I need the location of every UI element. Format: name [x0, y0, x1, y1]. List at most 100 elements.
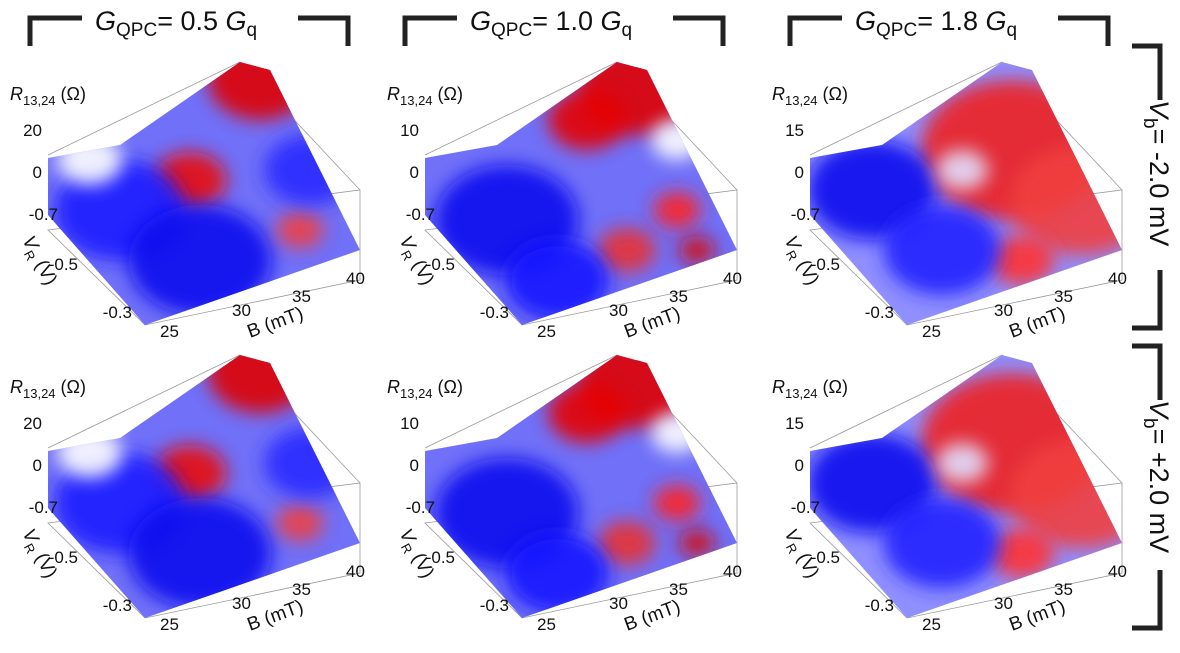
- unit: (Ω): [433, 84, 463, 104]
- y-tick-label: -0.5: [811, 548, 840, 567]
- symbol: V: [1144, 100, 1174, 121]
- subscript: 13,24: [785, 93, 818, 108]
- y-tick-label: -0.3: [865, 596, 894, 615]
- y-tick-label: -0.3: [480, 596, 509, 615]
- surface-blob: [810, 433, 937, 533]
- y-tick-label: -0.3: [480, 303, 509, 322]
- subscript: QPC: [876, 20, 917, 41]
- x-tick-label: 30: [994, 301, 1013, 320]
- row-label: Vb= +2.0 mV: [1139, 400, 1174, 553]
- unit: (Ω): [818, 84, 848, 104]
- x-tick-label: 35: [669, 287, 688, 306]
- surface-blob: [548, 90, 626, 150]
- x-tick-label: 40: [723, 562, 742, 581]
- surface-blob: [883, 498, 1001, 588]
- y-tick-label: -0.5: [49, 548, 78, 567]
- x-axis-label: B (mT): [622, 303, 684, 343]
- column-header: GQPC= 1.0 Gq: [470, 6, 632, 41]
- surface-blob: [936, 443, 988, 483]
- surface-blob: [598, 228, 656, 272]
- z-tick-label: 0: [410, 163, 419, 182]
- surface-blob: [264, 428, 356, 498]
- surface-blob: [505, 533, 609, 613]
- surface: [48, 62, 360, 325]
- y-tick-label: -0.7: [406, 205, 435, 224]
- subscript: q: [622, 20, 633, 41]
- x-tick-label: 30: [609, 301, 628, 320]
- z-axis-label: R13,24 (Ω): [772, 84, 848, 108]
- surface-blob: [208, 62, 312, 120]
- surface-blob: [883, 205, 1001, 295]
- x-tick-label: 25: [160, 615, 179, 634]
- column-header: GQPC= 1.8 Gq: [855, 6, 1017, 41]
- surface-blob: [128, 498, 272, 608]
- value: = 1.0: [532, 6, 600, 36]
- subscript: QPC: [116, 20, 157, 41]
- z-tick-label: 0: [410, 456, 419, 475]
- x-tick-label: 35: [292, 580, 311, 599]
- x-tick-label: 40: [346, 269, 365, 288]
- symbol: R: [387, 377, 400, 397]
- symbol: R: [10, 377, 23, 397]
- y-tick-label: -0.7: [791, 205, 820, 224]
- z-tick-label: 10: [400, 414, 419, 433]
- bracket: [27, 15, 351, 46]
- subscript: b: [1139, 118, 1160, 129]
- surface-blob: [989, 528, 1055, 578]
- bracket: [787, 15, 1111, 46]
- symbol: R: [772, 84, 785, 104]
- surface: [810, 355, 1122, 618]
- z-tick-label: 20: [23, 414, 42, 433]
- unit: (Ω): [56, 84, 86, 104]
- surface-blob: [936, 150, 988, 190]
- z-tick-label: 0: [795, 163, 804, 182]
- z-tick-label: 10: [400, 121, 419, 140]
- subscript: 13,24: [400, 93, 433, 108]
- surface-blob: [678, 529, 716, 557]
- value: = +2.0 mV: [1144, 429, 1174, 554]
- surface-blob: [548, 383, 626, 443]
- unit: G: [986, 6, 1007, 36]
- subscript: b: [1139, 418, 1160, 429]
- subscript: 13,24: [23, 386, 56, 401]
- surface-panel: R13,24 (Ω)100-0.7-0.5-0.3VR (V)25303540B…: [387, 61, 742, 343]
- symbol: G: [95, 6, 116, 36]
- x-tick-label: 40: [723, 269, 742, 288]
- surface-panel: R13,24 (Ω)150-0.7-0.5-0.3VR (V)25303540B…: [772, 354, 1127, 636]
- surface-panel: R13,24 (Ω)150-0.7-0.5-0.3VR (V)25303540B…: [772, 61, 1127, 343]
- x-tick-label: 25: [537, 322, 556, 341]
- x-tick-label: 25: [537, 615, 556, 634]
- surface-panel: R13,24 (Ω)200-0.7-0.5-0.3VR (V)25303540B…: [10, 354, 365, 636]
- unit: G: [226, 6, 247, 36]
- unit: (Ω): [433, 377, 463, 397]
- surface-blob: [57, 135, 123, 185]
- value: = 0.5: [157, 6, 225, 36]
- x-tick-label: 40: [1108, 269, 1127, 288]
- z-axis-label: R13,24 (Ω): [387, 377, 463, 401]
- surface-blob: [810, 140, 937, 240]
- x-tick-label: 35: [669, 580, 688, 599]
- x-axis-label: B (mT): [1007, 303, 1069, 343]
- surface: [425, 62, 737, 325]
- unit: (Ω): [56, 377, 86, 397]
- symbol: G: [855, 6, 876, 36]
- symbol: V: [1144, 400, 1174, 421]
- subscript: q: [247, 20, 258, 41]
- surface-blob: [276, 212, 324, 248]
- x-tick-label: 40: [346, 562, 365, 581]
- z-axis-label: R13,24 (Ω): [387, 84, 463, 108]
- y-tick-label: -0.5: [426, 255, 455, 274]
- subscript: QPC: [491, 20, 532, 41]
- x-tick-label: 30: [994, 594, 1013, 613]
- surface-blob: [598, 521, 656, 565]
- surface-blob: [678, 236, 716, 264]
- x-tick-label: 25: [922, 615, 941, 634]
- x-tick-label: 30: [232, 594, 251, 613]
- surface-panel: R13,24 (Ω)200-0.7-0.5-0.3VR (V)25303540B…: [10, 61, 365, 343]
- symbol: R: [772, 377, 785, 397]
- bracket: [1132, 343, 1163, 631]
- y-tick-label: -0.3: [103, 303, 132, 322]
- x-tick-label: 35: [1054, 580, 1073, 599]
- subscript: q: [1007, 20, 1018, 41]
- y-tick-label: -0.5: [811, 255, 840, 274]
